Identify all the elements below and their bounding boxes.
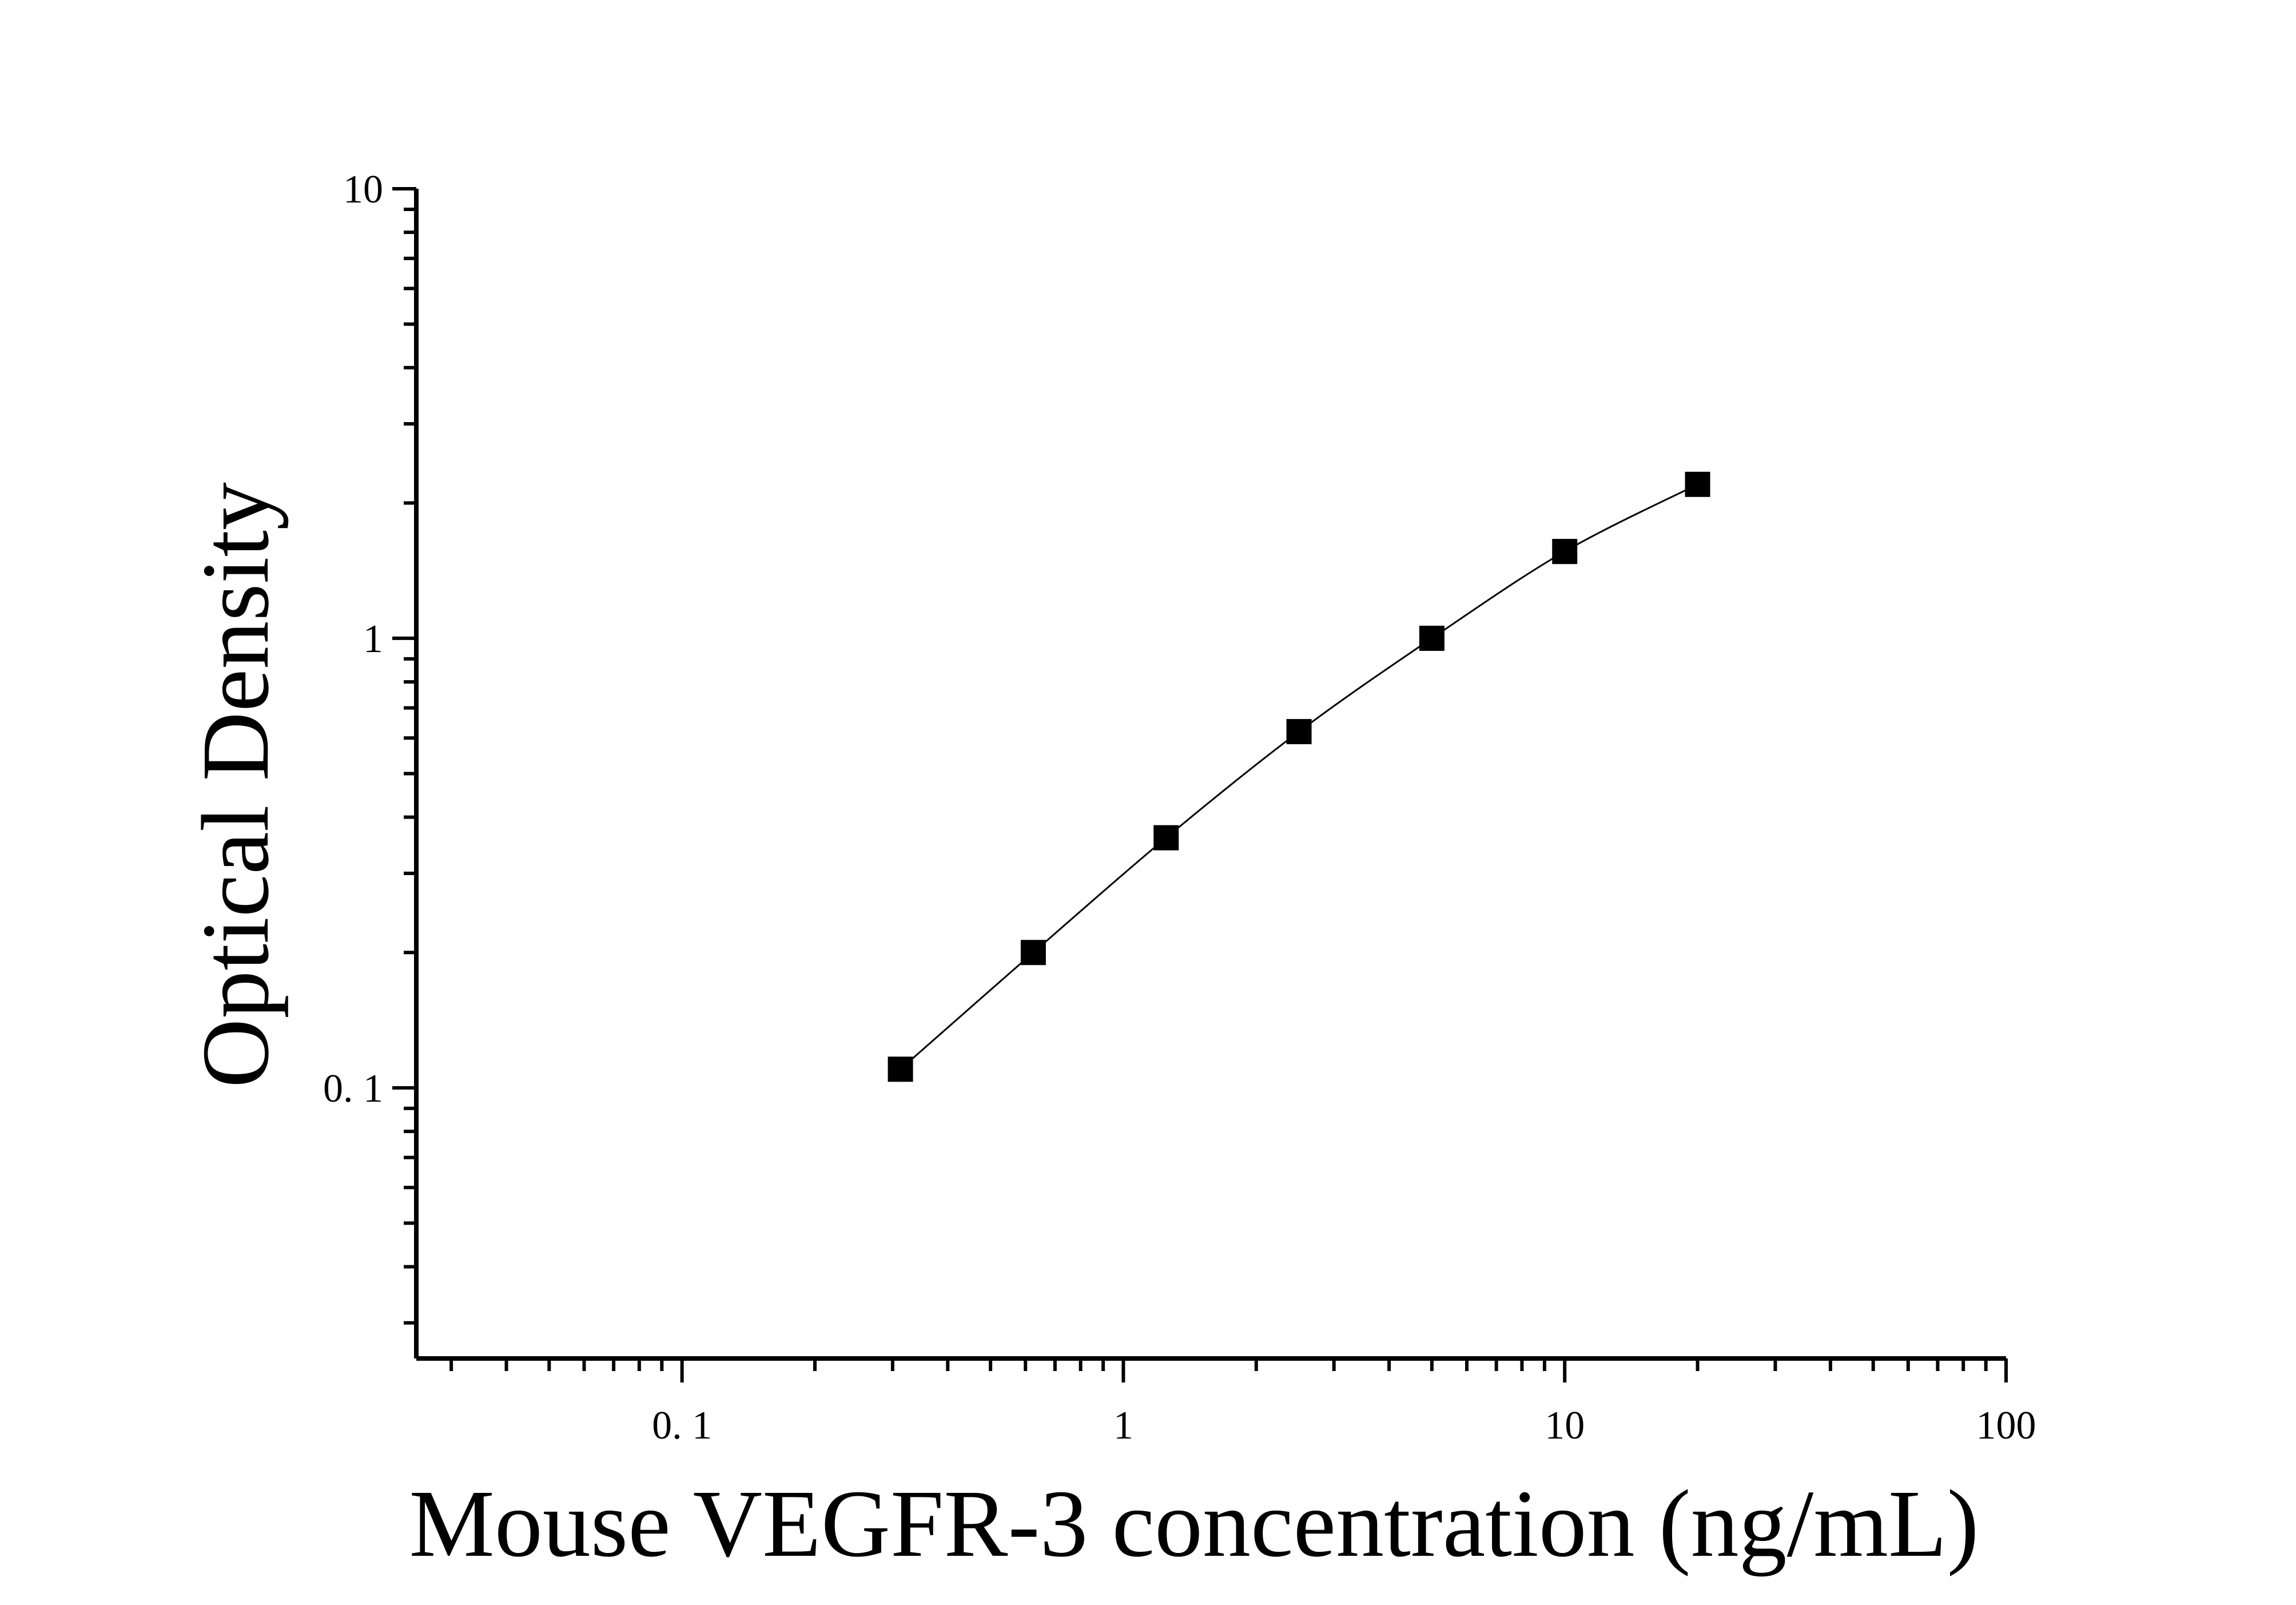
- data-point-marker: [1286, 719, 1312, 745]
- x-axis-minor-ticks: [449, 1358, 1988, 1371]
- x-axis-ticks: 0. 1 1 10 100: [652, 1358, 2036, 1448]
- y-tick-label: 1: [363, 617, 383, 661]
- x-tick-label: 0. 1: [652, 1404, 712, 1448]
- data-markers: [888, 471, 1710, 1082]
- x-tick-label: 10: [1545, 1404, 1585, 1448]
- data-point-marker: [1419, 625, 1445, 651]
- x-tick-label: 1: [1113, 1404, 1133, 1448]
- y-tick-label: 0. 1: [323, 1067, 383, 1111]
- data-point-marker: [1552, 539, 1578, 565]
- data-point-marker: [888, 1056, 913, 1082]
- y-axis-title: Optical Density: [182, 482, 289, 1088]
- data-point-marker: [1153, 825, 1179, 851]
- y-axis-ticks: 0. 1 1 10: [323, 168, 416, 1111]
- x-tick-label: 100: [1976, 1404, 2036, 1448]
- data-point-marker: [1020, 940, 1046, 966]
- x-axis-title: Mouse VEGFR-3 concentration (ng/mL): [409, 1471, 1979, 1577]
- fit-curve-line: [900, 483, 1698, 1070]
- data-point-marker: [1685, 471, 1710, 497]
- y-tick-label: 10: [343, 168, 383, 212]
